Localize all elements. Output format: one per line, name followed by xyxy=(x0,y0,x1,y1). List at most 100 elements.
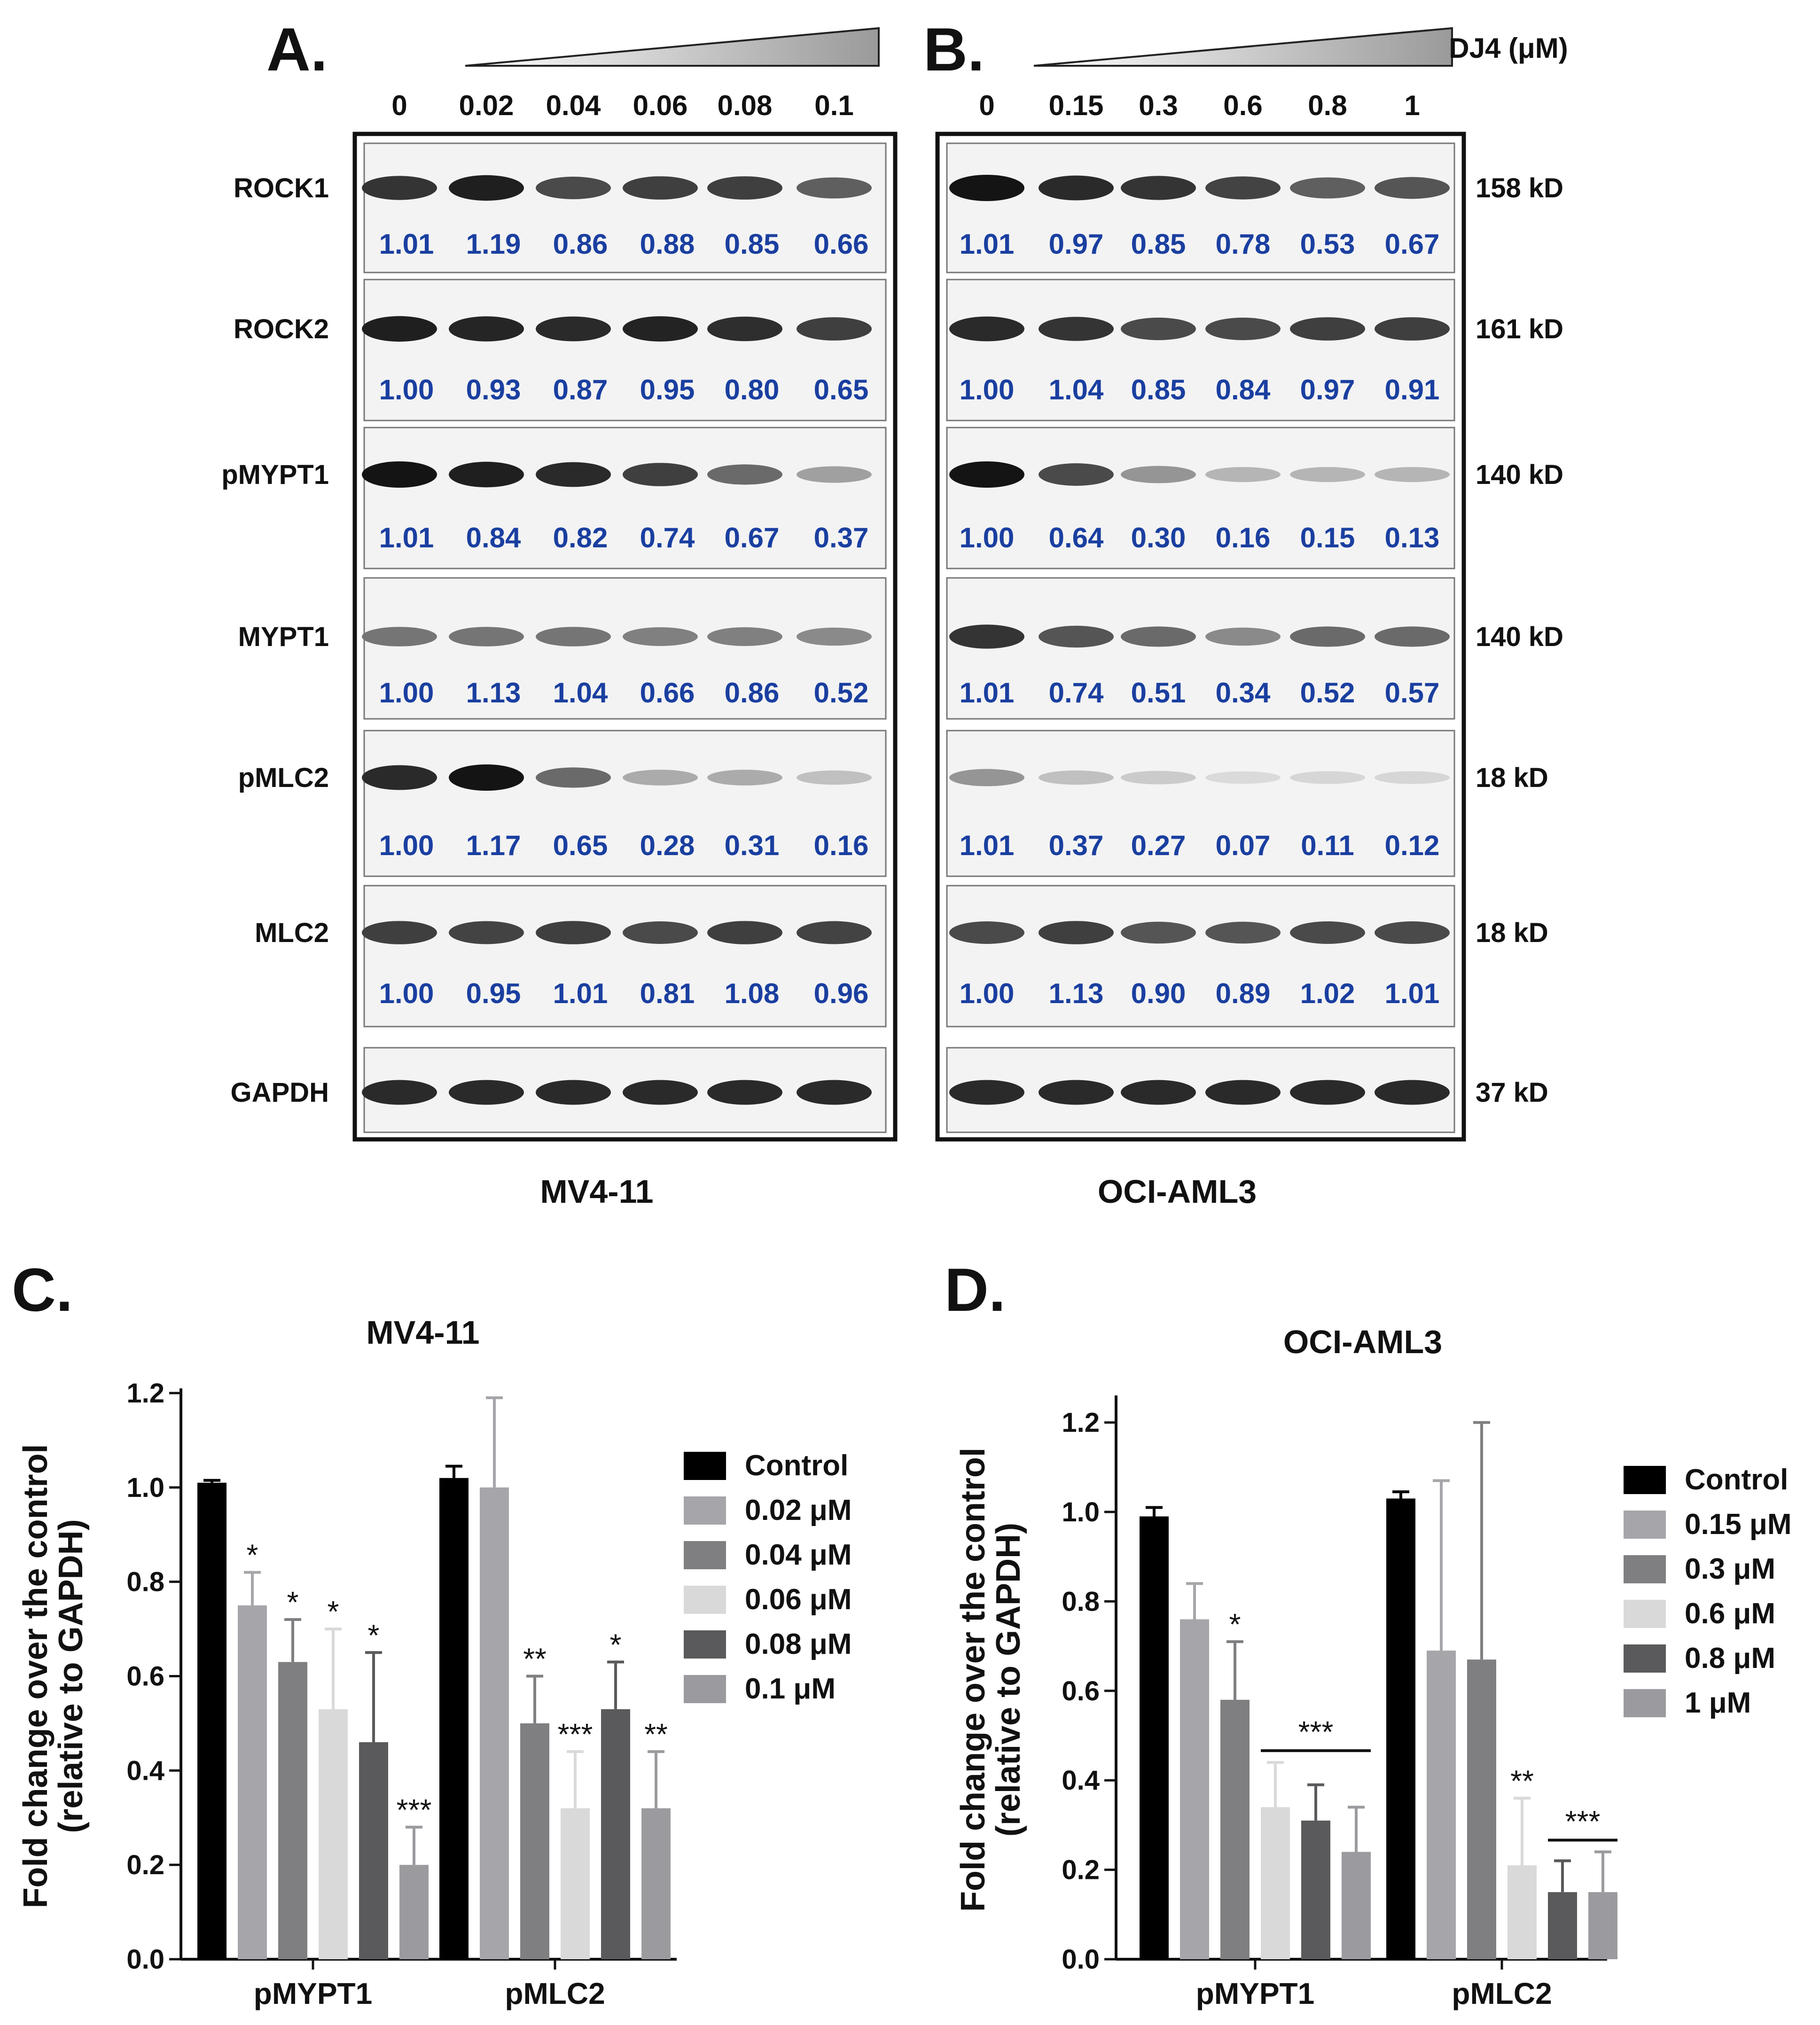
band xyxy=(1375,771,1450,784)
y-tick-label: 0.8 xyxy=(126,1567,164,1597)
band xyxy=(362,316,437,342)
band xyxy=(1205,771,1281,784)
legend-label: 0.6 μM xyxy=(1685,1597,1775,1630)
quantification-value: 0.16 xyxy=(814,830,869,861)
band xyxy=(1375,177,1450,199)
molecular-weight-label: 140 kD xyxy=(1476,622,1563,652)
quantification-value: 0.65 xyxy=(814,374,869,405)
dose-ramp-b xyxy=(1033,27,1453,67)
band xyxy=(1290,921,1365,944)
protein-label: MYPT1 xyxy=(238,622,329,652)
concentration-label-a: 0.02 xyxy=(459,90,514,121)
quantification-value: 0.80 xyxy=(725,374,780,405)
legend-swatch xyxy=(684,1675,726,1703)
y-tick-label: 1.0 xyxy=(126,1472,164,1503)
band xyxy=(1290,1080,1365,1105)
legend-label: 0.04 μM xyxy=(745,1539,851,1571)
significance-label: * xyxy=(287,1585,299,1619)
band xyxy=(1375,317,1450,341)
protein-label: MLC2 xyxy=(255,918,329,948)
band xyxy=(1039,770,1114,785)
significance-label: * xyxy=(247,1538,258,1572)
y-axis-label: (relative to GAPDH) xyxy=(52,1519,90,1833)
cell-line-label-a: MV4-11 xyxy=(540,1173,653,1210)
y-tick-label: 0.0 xyxy=(1062,1944,1100,1975)
quantification-value: 0.27 xyxy=(1131,830,1186,861)
blot-frame-b xyxy=(935,132,1466,1142)
y-tick-label: 0.6 xyxy=(126,1661,164,1692)
significance-label: ** xyxy=(523,1642,547,1676)
legend-label: 0.3 μM xyxy=(1685,1553,1775,1585)
quantification-value: 1.19 xyxy=(466,228,521,260)
band xyxy=(949,175,1024,201)
bar xyxy=(1386,1498,1415,1959)
band xyxy=(362,765,437,790)
quantification-value: 1.01 xyxy=(379,522,434,553)
molecular-weight-label: 18 kD xyxy=(1476,763,1548,793)
y-tick-label: 0.6 xyxy=(1062,1676,1100,1706)
quantification-value: 0.89 xyxy=(1216,978,1271,1009)
band xyxy=(536,462,611,487)
band xyxy=(1205,921,1281,944)
quantification-value: 0.30 xyxy=(1131,522,1186,553)
band xyxy=(623,176,698,200)
bar xyxy=(641,1808,671,1959)
blot-strip xyxy=(363,577,887,720)
quantification-value: 1.04 xyxy=(553,677,608,709)
bar xyxy=(520,1723,549,1959)
y-axis-label: (relative to GAPDH) xyxy=(990,1523,1027,1837)
quantification-value: 0.88 xyxy=(640,228,695,260)
quantification-value: 0.64 xyxy=(1049,522,1104,553)
band xyxy=(949,769,1024,787)
quantification-value: 0.67 xyxy=(725,522,780,553)
quantification-value: 1.13 xyxy=(1049,978,1104,1009)
band xyxy=(1205,467,1281,482)
band xyxy=(1205,176,1281,200)
band xyxy=(536,316,611,342)
quantification-value: 0.74 xyxy=(1049,677,1104,709)
band xyxy=(797,177,872,199)
bar xyxy=(399,1865,429,1959)
band xyxy=(707,176,782,200)
band xyxy=(449,461,524,488)
band xyxy=(1375,626,1450,647)
quantification-value: 0.96 xyxy=(814,978,869,1009)
quantification-value: 1.08 xyxy=(725,978,780,1009)
blot-frame-a xyxy=(352,132,898,1142)
bar xyxy=(1220,1699,1250,1959)
molecular-weight-label: 140 kD xyxy=(1476,460,1563,490)
band xyxy=(949,1080,1024,1105)
band xyxy=(1121,466,1196,483)
blot-strip xyxy=(946,427,1455,569)
quantification-value: 0.85 xyxy=(1131,228,1186,260)
legend-swatch xyxy=(1624,1644,1666,1673)
protein-label: GAPDH xyxy=(231,1077,329,1108)
band xyxy=(949,461,1024,488)
quantification-value: 0.66 xyxy=(640,677,695,709)
blot-strip xyxy=(363,885,887,1028)
bar xyxy=(359,1742,388,1959)
legend-swatch xyxy=(684,1630,726,1659)
band xyxy=(1121,771,1196,785)
band xyxy=(623,1080,698,1105)
significance-label: *** xyxy=(397,1793,432,1827)
band xyxy=(797,770,872,785)
y-tick-label: 0.8 xyxy=(1062,1586,1100,1617)
blot-strip xyxy=(946,730,1455,877)
significance-label: *** xyxy=(1298,1715,1334,1749)
band xyxy=(623,463,698,486)
legend-label: 0.06 μM xyxy=(745,1583,851,1616)
bar xyxy=(278,1662,307,1959)
legend-swatch xyxy=(1624,1600,1666,1628)
legend-label: 0.02 μM xyxy=(745,1494,851,1527)
band xyxy=(949,316,1024,342)
concentration-label-a: 0 xyxy=(391,90,407,121)
band xyxy=(1375,921,1450,944)
band xyxy=(707,921,782,944)
legend-label: 0.08 μM xyxy=(745,1628,851,1660)
quantification-value: 0.84 xyxy=(466,522,521,553)
quantification-value: 0.31 xyxy=(725,830,780,861)
band xyxy=(623,921,698,944)
legend-swatch xyxy=(1624,1466,1666,1494)
quantification-value: 0.97 xyxy=(1049,228,1104,260)
